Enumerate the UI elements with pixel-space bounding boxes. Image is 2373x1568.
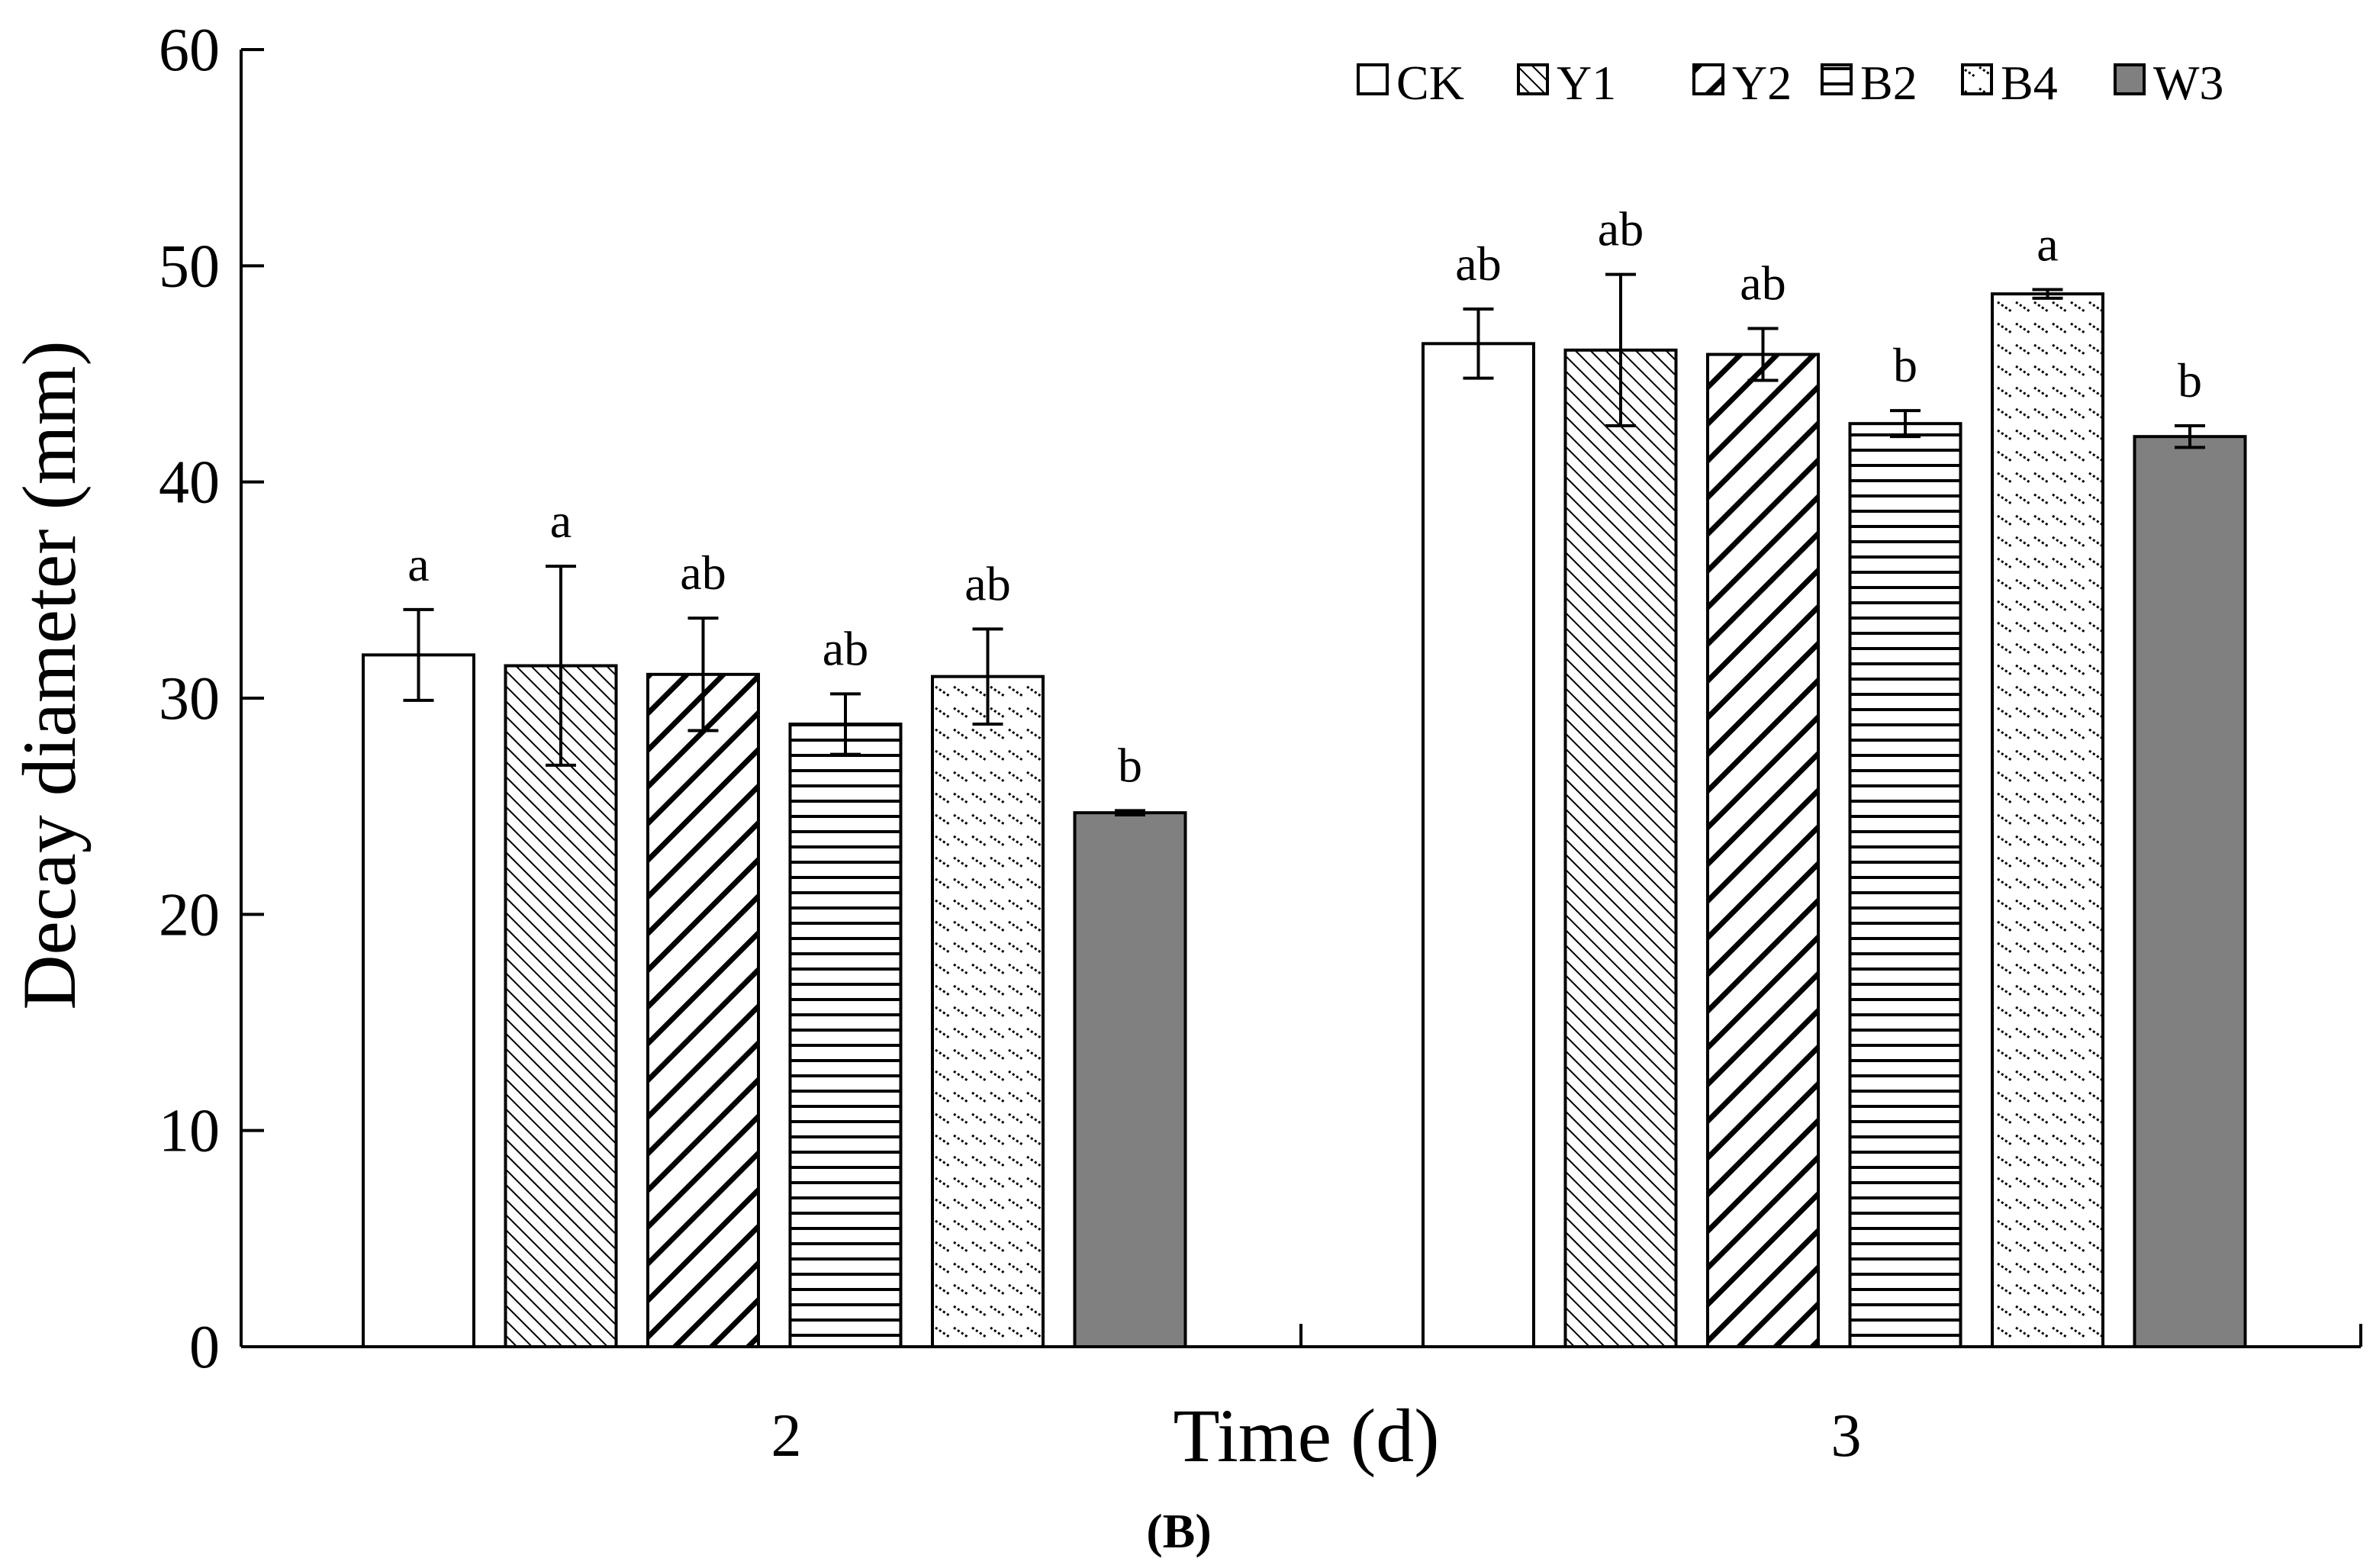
legend-swatch-CK: [1357, 63, 1389, 95]
bar-W3-2: [1073, 811, 1187, 1348]
bar-CK-2: [362, 653, 475, 1348]
legend-label-B2: B2: [1860, 56, 1917, 110]
x-tick-label: 2: [771, 1402, 802, 1470]
significance-label-B2-2: ab: [823, 621, 868, 675]
bar-B4-3: [1991, 292, 2104, 1349]
legend-swatch-W3: [2114, 63, 2146, 95]
legend-label-B4: B4: [2001, 56, 2058, 110]
bars-layer: [362, 292, 2247, 1349]
y-tick-label: 50: [159, 233, 220, 300]
bar-CK-3: [1422, 342, 1535, 1348]
legend-swatch-B4: [1961, 63, 1993, 95]
legend-swatch-Y2: [1692, 63, 1724, 95]
y-tick-label: 40: [159, 449, 220, 517]
significance-label-B2-3: b: [1893, 338, 1917, 392]
bar-B2-2: [788, 723, 903, 1348]
significance-label-CK-2: a: [407, 537, 429, 591]
bar-W3-3: [2133, 435, 2247, 1349]
y-axis-title: Decay diameter (mm): [7, 340, 92, 1009]
tick-labels-layer: 0 10 20 30 40 50 60 2 3: [159, 17, 1862, 1470]
y-tick-label: 0: [189, 1314, 220, 1381]
x-tick-label: 3: [1831, 1402, 1862, 1470]
x-axis-title: Time (d): [1173, 1393, 1439, 1478]
significance-label-Y2-3: ab: [1740, 256, 1785, 311]
significance-label-B4-2: ab: [964, 556, 1010, 610]
significance-label-Y1-2: a: [550, 494, 572, 548]
legend-swatch-B2: [1821, 63, 1853, 95]
bar-B4-2: [931, 675, 1045, 1348]
bar-Y1-2: [504, 664, 618, 1348]
significance-label-W3-3: b: [2178, 353, 2202, 407]
y-tick-label: 30: [159, 665, 220, 732]
legend-label-Y2: Y2: [1732, 56, 1792, 110]
y-tick-label: 60: [159, 17, 220, 84]
legend-label-Y1: Y1: [1557, 56, 1616, 110]
significance-label-CK-3: ab: [1455, 237, 1501, 291]
bar-Y2-2: [646, 672, 760, 1348]
significance-label-Y2-2: ab: [680, 546, 726, 600]
legend: CK Y1 Y2 B2 B4 W3: [1357, 56, 2223, 110]
legend-swatch-Y1: [1517, 63, 1549, 95]
y-tick-label: 10: [159, 1098, 220, 1165]
error-bars-layer: [403, 272, 2205, 816]
panel-label: (B): [1146, 1504, 1211, 1558]
bar-Y2-3: [1706, 353, 1820, 1348]
legend-label-W3: W3: [2153, 56, 2223, 110]
significance-label-Y1-3: ab: [1598, 202, 1644, 256]
bar-B2-3: [1848, 422, 1962, 1349]
significance-label-B4-3: a: [2037, 217, 2058, 272]
legend-label-CK: CK: [1396, 56, 1464, 110]
y-tick-label: 20: [159, 881, 220, 948]
significance-label-W3-2: b: [1118, 738, 1142, 792]
bar-Y1-3: [1563, 348, 1678, 1348]
